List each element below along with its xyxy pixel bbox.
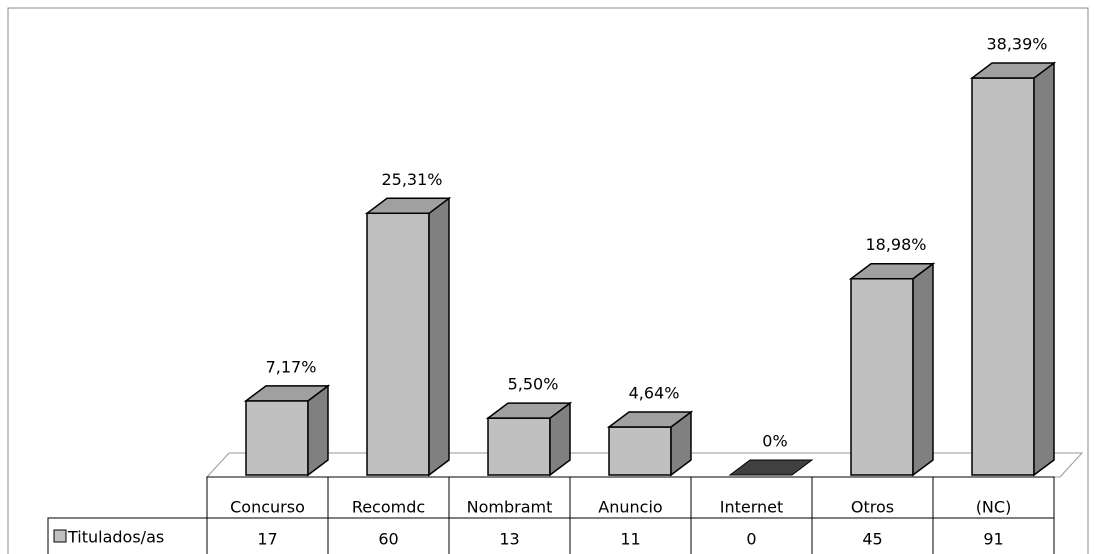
table-value: 11	[620, 530, 640, 549]
x-tick-label: Anuncio	[598, 498, 662, 517]
bar	[366, 212, 430, 476]
x-tick-label: Internet	[720, 498, 784, 517]
bar	[728, 459, 814, 476]
x-tick-label: Recomdc	[352, 498, 425, 517]
data-label: 0%	[762, 432, 787, 451]
bar-top	[848, 262, 936, 280]
table-value: 13	[499, 530, 519, 549]
bar-side	[428, 196, 450, 477]
table-value: 91	[983, 530, 1003, 549]
bar	[608, 426, 672, 476]
x-tick-label: Nombramt	[467, 498, 553, 517]
x-tick-label: Otros	[851, 498, 894, 517]
data-label: 38,39%	[986, 35, 1047, 54]
bar-side	[912, 262, 934, 477]
data-label: 25,31%	[381, 170, 442, 189]
bar-top	[969, 62, 1057, 79]
bar-top	[364, 197, 452, 215]
bar-top	[606, 411, 694, 428]
legend-key	[53, 529, 67, 543]
bar	[487, 417, 551, 476]
data-label: 5,50%	[508, 375, 559, 394]
bar-side	[1033, 61, 1055, 477]
table-cell	[932, 517, 1055, 554]
data-label: 7,17%	[266, 357, 317, 376]
data-label: 18,98%	[865, 235, 926, 254]
data-label: 4,64%	[629, 384, 680, 403]
bar	[245, 400, 309, 476]
bar-top	[485, 402, 573, 419]
table-value: 60	[378, 530, 398, 549]
bar	[850, 277, 914, 476]
bar-top	[243, 385, 331, 402]
table-value: 17	[257, 530, 277, 549]
legend-label: Titulados/as	[67, 528, 164, 547]
table-value: 0	[746, 530, 756, 549]
x-tick-label: (NC)	[976, 498, 1012, 517]
bar	[971, 77, 1035, 476]
x-tick-label: Concurso	[230, 498, 305, 517]
table-value: 45	[862, 530, 882, 549]
chart-border	[7, 7, 1089, 554]
